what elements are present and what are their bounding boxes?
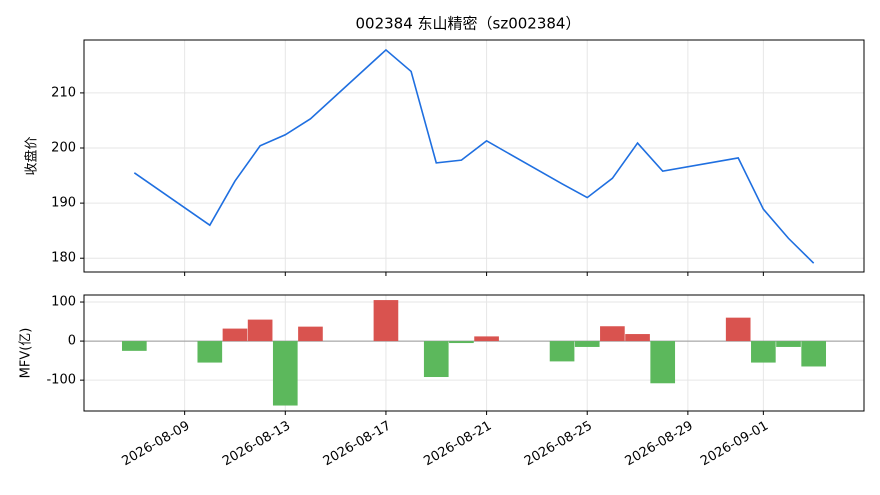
bar: [801, 341, 827, 367]
bar: [776, 341, 801, 347]
bar: [121, 341, 147, 351]
bar: [373, 300, 399, 342]
bar: [725, 317, 751, 342]
x-tick-label: 2026-08-21: [421, 419, 494, 470]
bar: [600, 326, 625, 342]
y-axis-label: 收盘价: [24, 136, 40, 175]
y-tick-label: -100: [46, 373, 76, 388]
bar: [197, 341, 223, 363]
y-tick-label: 210: [51, 85, 76, 100]
y-tick-label: 190: [51, 196, 76, 211]
y-tick-label: 200: [51, 141, 76, 156]
y-axis-label: MFV(亿): [19, 328, 34, 379]
bar: [423, 341, 449, 378]
bar: [272, 341, 298, 406]
price-line: [133, 48, 815, 264]
bar: [247, 319, 273, 342]
bar: [549, 341, 575, 362]
x-tick-label: 2026-08-13: [220, 419, 293, 470]
bar: [574, 341, 600, 347]
plot-frame: [83, 39, 865, 273]
x-tick-label: 2026-09-01: [698, 419, 771, 470]
y-tick-label: 0: [68, 334, 76, 349]
bar: [650, 341, 676, 384]
plot-frame: [83, 294, 865, 412]
bar: [449, 341, 474, 344]
bar: [222, 328, 248, 342]
chart-title: 002384 东山精密（sz002384）: [356, 15, 581, 33]
x-tick-label: 2026-08-17: [321, 419, 394, 470]
bar: [474, 336, 499, 342]
bar: [298, 326, 323, 342]
bar: [625, 334, 650, 342]
bar: [751, 341, 776, 363]
y-tick-label: 100: [51, 295, 76, 310]
y-tick-label: 180: [51, 251, 76, 266]
x-tick-label: 2026-08-25: [522, 419, 595, 470]
x-tick-label: 2026-08-29: [623, 419, 696, 470]
x-tick-label: 2026-08-09: [119, 419, 192, 470]
